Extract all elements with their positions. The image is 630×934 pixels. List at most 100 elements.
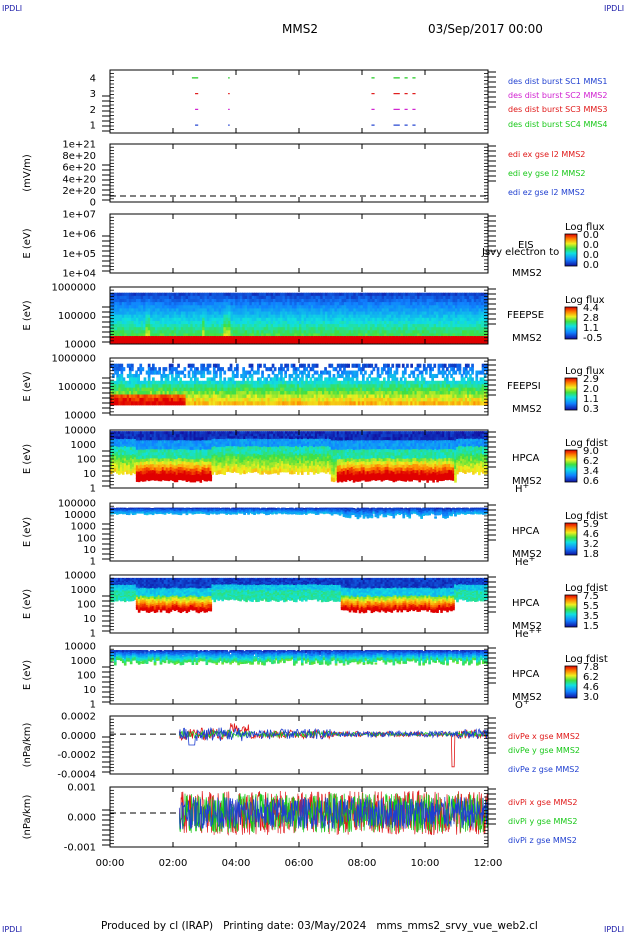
hpca-h-colorbar-tick: 9.0 bbox=[583, 446, 599, 457]
efield-ytick: 1e+21 bbox=[62, 140, 96, 151]
hpca-he-colorbar-tick: 5.9 bbox=[583, 519, 599, 530]
eis-panel-frame bbox=[109, 213, 489, 274]
efield-legend-entry: edi ey gse l2 MMS2 bbox=[508, 169, 586, 178]
hpca-h-ytick: 10 bbox=[83, 469, 96, 480]
divpe-ytick: 0.0000 bbox=[61, 731, 96, 742]
hpca-hepp-ytick: 10000 bbox=[64, 571, 96, 582]
corner-label-bottom-left: IPDLI bbox=[2, 925, 23, 934]
divpi-legend-entry: divPi x gse MMS2 bbox=[508, 798, 577, 807]
divpe-ytick: -0.0002 bbox=[57, 750, 96, 761]
efield-ytick: 4e+20 bbox=[62, 174, 96, 185]
hpca-he-colorbar-tick: 4.6 bbox=[583, 529, 599, 540]
eis-ytick: 1e+04 bbox=[62, 269, 96, 280]
footer: Produced by cl (IRAP) Printing date: 03/… bbox=[101, 920, 538, 932]
hpca-h-ytick: 100 bbox=[77, 455, 96, 466]
efield-legend-entry: edi ez gse l2 MMS2 bbox=[508, 188, 585, 197]
x-tick-label: 02:00 bbox=[159, 858, 188, 869]
divpe-legend-entry: divPe y gse MMS2 bbox=[508, 746, 580, 755]
eis-ylabel: E (eV) bbox=[22, 228, 33, 258]
hpca-o-colorbar bbox=[564, 665, 578, 699]
hpca-hepp-ytick: 1 bbox=[90, 629, 96, 640]
divpi-series-y bbox=[178, 792, 488, 834]
x-tick-label: 04:00 bbox=[222, 858, 251, 869]
efield-ytick: 0 bbox=[90, 198, 96, 209]
feepsi-ytick: 100000 bbox=[58, 382, 96, 393]
hpca-he-ytick: 100000 bbox=[58, 499, 96, 510]
hpca-h-ytick: 10000 bbox=[64, 426, 96, 437]
divpe-ytick: 0.0002 bbox=[61, 712, 96, 723]
divpi-ylabel: (nPa/km) bbox=[22, 795, 33, 840]
hpca-hepp-ylabel: E (eV) bbox=[22, 589, 33, 619]
hpca-h-species: H+ bbox=[515, 481, 529, 495]
hpca-h-sc: MMS2 bbox=[512, 476, 542, 487]
x-tick-label: 10:00 bbox=[411, 858, 440, 869]
eis-overlay: Jsvy electron to bbox=[481, 247, 559, 258]
hpca-o-colorbar-tick: 7.8 bbox=[583, 662, 599, 673]
burst-legend-entry: des dist burst SC1 MMS1 bbox=[508, 77, 607, 86]
feepsi-colorbar-title: Log flux bbox=[565, 366, 605, 377]
hpca-o-sc: MMS2 bbox=[512, 692, 542, 703]
hpca-o-ytick: 10 bbox=[83, 685, 96, 696]
divpe-legend-entry: divPe z gse MMS2 bbox=[508, 765, 579, 774]
hpca-hepp-species: He++ bbox=[515, 626, 542, 640]
burst-ytick: 4 bbox=[90, 73, 96, 84]
feepse-colorbar-tick: 1.1 bbox=[583, 323, 599, 334]
efield-ylabel: (mV/m) bbox=[22, 154, 33, 192]
hpca-h-colorbar-tick: 6.2 bbox=[583, 456, 599, 467]
spacecraft-title: MMS2 bbox=[282, 22, 318, 36]
x-tick-label: 08:00 bbox=[348, 858, 377, 869]
divpi-legend-entry: divPi z gse MMS2 bbox=[508, 836, 577, 845]
divpe-ytick: -0.0004 bbox=[57, 770, 96, 781]
hpca-hepp-ytick: 1000 bbox=[71, 585, 96, 596]
hpca-h-colorbar-tick: 0.6 bbox=[583, 476, 599, 487]
feepse-sc: MMS2 bbox=[512, 333, 542, 344]
hpca-he-species: He+ bbox=[515, 554, 535, 568]
divpi-ytick: 0.000 bbox=[67, 813, 96, 824]
feepsi-instrument: FEEPSI bbox=[507, 381, 541, 392]
hpca-o-species: O+ bbox=[515, 697, 530, 711]
hpca-he-colorbar-tick: 1.8 bbox=[583, 549, 599, 560]
hpca-hepp-colorbar-tick: 1.5 bbox=[583, 621, 599, 632]
hpca-o-colorbar-tick: 4.6 bbox=[583, 682, 599, 693]
eis-colorbar-tick: 0.0 bbox=[583, 260, 599, 271]
feepsi-colorbar-tick: 2.0 bbox=[583, 384, 599, 395]
feepse-colorbar-title: Log flux bbox=[565, 295, 605, 306]
hpca-h-ytick: 1000 bbox=[71, 440, 96, 451]
divpi-ytick: 0.001 bbox=[67, 783, 96, 794]
burst-ytick: 3 bbox=[90, 89, 96, 100]
feepse-colorbar-tick: 4.4 bbox=[583, 303, 599, 314]
footer-produced-by: Produced by cl (IRAP) bbox=[101, 920, 214, 932]
feepsi-ytick: 10000 bbox=[64, 411, 96, 422]
eis-colorbar-tick: 0.0 bbox=[583, 240, 599, 251]
burst-legend-entry: des dist burst SC2 MMS2 bbox=[508, 91, 607, 100]
efield-ytick: 2e+20 bbox=[62, 186, 96, 197]
eis-instrument: EIS bbox=[518, 240, 534, 251]
eis-colorbar bbox=[564, 233, 578, 267]
divpe-series-x bbox=[178, 723, 488, 768]
eis-colorbar-title: Log flux bbox=[565, 222, 605, 233]
efield-ytick: 8e+20 bbox=[62, 151, 96, 162]
feepsi-colorbar-tick: 0.3 bbox=[583, 404, 599, 415]
eis-sc: MMS2 bbox=[512, 268, 542, 279]
hpca-h-ytick: 1 bbox=[90, 484, 96, 495]
hpca-hepp-colorbar-tick: 3.5 bbox=[583, 611, 599, 622]
hpca-he-ytick: 10 bbox=[83, 545, 96, 556]
feepse-ytick: 1000000 bbox=[51, 283, 96, 294]
hpca-o-ytick: 1000 bbox=[71, 656, 96, 667]
hpca-hepp-colorbar-tick: 7.5 bbox=[583, 591, 599, 602]
efield-legend-entry: edi ex gse l2 MMS2 bbox=[508, 150, 585, 159]
hpca-he-ytick: 1 bbox=[90, 557, 96, 568]
feepse-colorbar-tick: -0.5 bbox=[583, 333, 603, 344]
hpca-h-instrument: HPCA bbox=[512, 453, 540, 464]
hpca-hepp-ytick: 10 bbox=[83, 614, 96, 625]
hpca-h-ylabel: E (eV) bbox=[22, 444, 33, 474]
feepsi-ytick: 1000000 bbox=[51, 354, 96, 365]
hpca-he-ytick: 10000 bbox=[64, 510, 96, 521]
hpca-he-colorbar bbox=[564, 522, 578, 556]
hpca-he-sc: MMS2 bbox=[512, 549, 542, 560]
efield-ytick: 6e+20 bbox=[62, 163, 96, 174]
divpi-series-z bbox=[178, 796, 488, 830]
divpe-series-z bbox=[178, 726, 488, 746]
hpca-o-ytick: 10000 bbox=[64, 642, 96, 653]
burst-ytick: 1 bbox=[90, 121, 96, 132]
